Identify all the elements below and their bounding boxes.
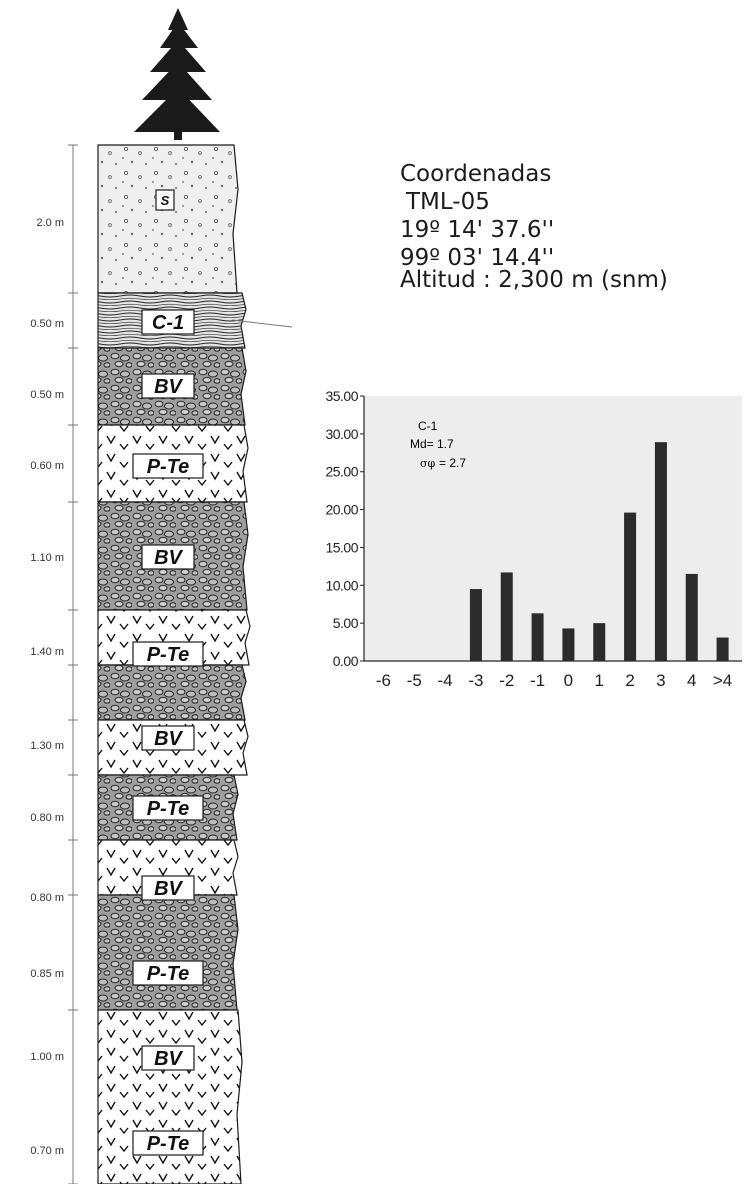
latitude: 19º 14' 37.6''	[400, 217, 555, 243]
y-tick-label: 30.00	[325, 426, 358, 442]
layer-code-box	[141, 544, 195, 570]
layer-thickness-label: 2.0 m	[36, 217, 64, 229]
layer-thickness-label: 0.80 m	[30, 812, 64, 824]
coordinates-block: Coordenadas TML-05 19º 14' 37.6'' 99º 03…	[400, 160, 730, 294]
x-tick-label: -3	[468, 671, 483, 690]
layer-code-box	[141, 309, 195, 335]
plot-area	[364, 396, 742, 660]
layer-code-label: P-Te	[147, 456, 190, 478]
layer-breccia	[97, 664, 247, 721]
x-tick-label: 0	[564, 671, 573, 690]
annotation-sigma: = 2.7	[439, 456, 466, 470]
annotation-sample: C-1	[418, 419, 438, 433]
layer-code-box	[141, 725, 195, 751]
x-tick-label: -2	[499, 671, 514, 690]
layer-thickness-label: 1.10 m	[30, 552, 64, 564]
layer-code-label: S	[161, 193, 170, 208]
layer-tuff	[97, 1009, 243, 1184]
bar	[624, 512, 637, 661]
altitude: Altitud : 2,300 m (snm)	[400, 267, 668, 293]
stratigraphic-column	[97, 144, 251, 1184]
x-tick-label: -5	[407, 671, 422, 690]
layer-thickness-label: 0.85 m	[30, 968, 64, 980]
layer-code-label: P-Te	[147, 1133, 190, 1155]
layer-code-box	[141, 1045, 195, 1071]
bar	[500, 572, 513, 661]
tree-icon	[134, 8, 220, 140]
y-tick-label: 15.00	[325, 539, 358, 555]
y-tick-label: 5.00	[333, 615, 359, 631]
bar	[562, 628, 575, 661]
x-tick-label: >4	[713, 671, 732, 690]
layer-code-box	[141, 875, 195, 901]
layer-code-label: BV	[154, 728, 183, 750]
layer-thickness-label: 0.50 m	[30, 389, 64, 401]
layer-code-label: C-1	[152, 312, 184, 334]
bar	[654, 442, 667, 661]
layer-code-label: P-Te	[147, 798, 190, 820]
thickness-scale: 2.0 m 0.50 m 0.50 m 0.60 m 1.10 m 1.40 m 1.30 …	[30, 144, 78, 1184]
x-tick-label: -4	[438, 671, 453, 690]
layer-code-label: BV	[154, 1048, 183, 1070]
bar	[716, 637, 729, 661]
coordinates-title: Coordenadas	[400, 161, 552, 187]
bar	[531, 613, 544, 661]
y-tick-label: 25.00	[325, 464, 358, 480]
x-tick-label: 1	[595, 671, 604, 690]
layer-code-box	[141, 373, 195, 399]
longitude: 99º 03' 14.4''	[400, 245, 555, 271]
bar	[685, 573, 698, 661]
x-tick-label: -1	[530, 671, 545, 690]
layer-code-box	[132, 641, 204, 667]
layer-code-label: P-Te	[147, 644, 190, 666]
layer-code-box	[155, 189, 175, 211]
x-tick-label: 3	[656, 671, 665, 690]
annotation-md: Md= 1.7	[410, 437, 454, 451]
layer-thickness-label: 0.80 m	[30, 892, 64, 904]
y-tick-label: 35.00	[325, 388, 358, 404]
layer-code-label: BV	[154, 547, 183, 569]
layer-code-box	[132, 795, 204, 821]
layer-code-box	[132, 453, 204, 479]
layer-soil	[97, 144, 239, 294]
layer-codes: S C-1 BV P-Te BV P-Te BV P-Te BV P-Te BV P-Te	[132, 189, 204, 1156]
layer-thickness-label: 1.00 m	[30, 1051, 64, 1063]
layer-code-box	[132, 1130, 204, 1156]
site-id: TML-05	[406, 189, 490, 215]
layer-thickness-label: 0.70 m	[30, 1145, 64, 1157]
layer-code-label: P-Te	[147, 963, 190, 985]
bar	[469, 589, 482, 661]
layer-thickness-label: 0.50 m	[30, 318, 64, 330]
y-tick-label: 10.00	[325, 577, 358, 593]
x-tick-label: -6	[376, 671, 391, 690]
layer-thickness-label: 1.40 m	[30, 646, 64, 658]
sigma-symbol: σφ	[420, 457, 436, 470]
x-tick-label: 2	[625, 671, 634, 690]
x-tick-label: 4	[687, 671, 696, 690]
layer-code-label: BV	[154, 878, 183, 900]
grain-size-histogram: 35.00 30.00 25.00 20.00 15.00 10.00 5.00 0.00 -…	[325, 388, 742, 690]
layer-thickness-label: 0.60 m	[30, 460, 64, 472]
y-tick-label: 0.00	[333, 653, 359, 669]
layer-code-label: BV	[154, 376, 183, 398]
bar	[593, 623, 606, 661]
layer-code-box	[132, 960, 204, 986]
layer-breccia	[97, 894, 239, 1011]
sample-pointer-line	[231, 319, 293, 328]
layer-thickness-label: 1.30 m	[30, 740, 64, 752]
y-tick-label: 20.00	[325, 502, 358, 518]
